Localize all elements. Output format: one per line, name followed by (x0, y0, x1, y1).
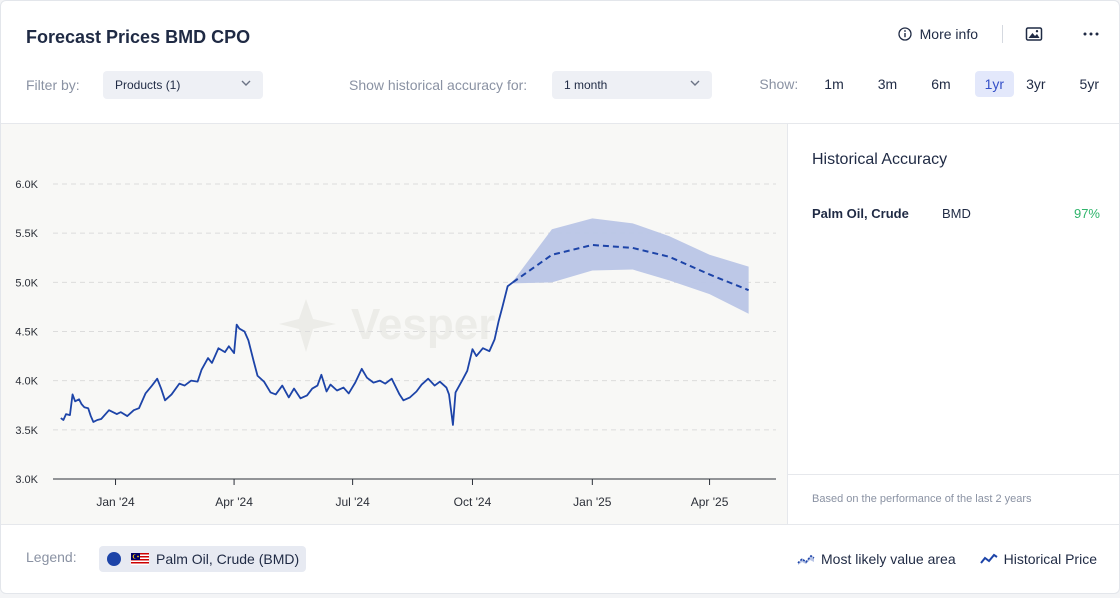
y-tick-label: 6.0K (15, 179, 38, 191)
x-tick-label: Jul '24 (335, 495, 370, 509)
forecast-line (512, 243, 750, 292)
accuracy-product: Palm Oil, Crude (812, 206, 909, 221)
more-info-button[interactable]: More info (897, 26, 978, 42)
chart-sidebar-divider (787, 124, 788, 524)
range-6m[interactable]: 6m (931, 76, 951, 92)
chart-area: Vesper 3.0K 3.5K 4.0K 4.5K 5.0K 5.5K 6.0K Jan '2… (1, 124, 787, 524)
accuracy-select[interactable]: 1 month (552, 71, 712, 99)
accuracy-exchange: BMD (942, 206, 971, 221)
more-info-label: More info (919, 26, 978, 42)
historical-accuracy-panel: Historical Accuracy Palm Oil, Crude BMD … (788, 124, 1120, 524)
legend-series-name: Palm Oil, Crude (BMD) (156, 551, 300, 567)
legend-historical-label: Historical Price (1003, 551, 1097, 567)
ellipsis-icon (1083, 32, 1099, 36)
range-selector: Show: 1m 3m 6m 1yr 3yr 5yr (759, 71, 1099, 97)
plot-background (1, 124, 787, 524)
products-select-value: Products (1) (115, 78, 181, 92)
y-tick-label: 4.5K (15, 327, 38, 339)
historical-line (60, 281, 514, 426)
x-tick-label: Oct '24 (454, 495, 492, 509)
filter-row: Filter by: Products (1) Show historical … (26, 71, 1099, 99)
chevron-down-icon (241, 80, 251, 86)
y-tick-label: 3.5K (15, 425, 38, 437)
watermark-logo-icon (279, 299, 336, 352)
y-tick-label: 5.5K (15, 228, 38, 240)
area-chart-icon (797, 554, 815, 565)
accuracy-title: Historical Accuracy (812, 151, 948, 168)
x-tick-label: Apr '25 (691, 495, 729, 509)
download-image-button[interactable] (1025, 26, 1043, 42)
header-separator (1002, 25, 1003, 43)
legend-forecast-area: Most likely value area (797, 551, 956, 567)
series-color-dot (107, 552, 121, 566)
forecast-band (512, 218, 749, 314)
range-5yr[interactable]: 5yr (1079, 76, 1099, 92)
legend-divider (1, 524, 1119, 525)
x-tick-label: Apr '24 (215, 495, 253, 509)
filter-by-label: Filter by: (26, 77, 80, 93)
header-divider (1, 123, 1119, 124)
range-1yr[interactable]: 1yr (974, 71, 1015, 97)
info-icon (897, 27, 912, 41)
y-tick-label: 4.0K (15, 376, 38, 388)
page-title: Forecast Prices BMD CPO (26, 27, 251, 47)
accuracy-footnote: Based on the performance of the last 2 y… (812, 493, 1032, 505)
more-options-button[interactable] (1083, 32, 1099, 36)
malaysia-flag-icon (131, 553, 149, 565)
legend-keys: Most likely value area Historical Price (797, 551, 1097, 567)
watermark-text: Vesper (351, 300, 495, 349)
legend-label: Legend: (26, 549, 77, 565)
accuracy-label: Show historical accuracy for: (349, 77, 528, 93)
x-tick-label: Jan '24 (96, 495, 135, 509)
legend-forecast-label: Most likely value area (821, 551, 956, 567)
products-select[interactable]: Products (1) (103, 71, 263, 99)
show-label: Show: (759, 76, 799, 92)
price-chart: Vesper 3.0K 3.5K 4.0K 4.5K 5.0K 5.5K 6.0K Jan '2… (1, 124, 787, 524)
range-1m[interactable]: 1m (824, 76, 844, 92)
y-tick-label: 5.0K (15, 277, 38, 289)
x-tick-label: Jan '25 (573, 495, 612, 509)
chevron-down-icon (690, 80, 700, 86)
header-actions: More info (897, 25, 1099, 43)
sidebar-separator (788, 474, 1120, 475)
range-3m[interactable]: 3m (877, 76, 898, 92)
range-3yr[interactable]: 3yr (1026, 76, 1046, 92)
accuracy-value: 97% (1073, 206, 1100, 221)
legend-historical: Historical Price (979, 551, 1097, 567)
y-tick-label: 3.0K (15, 474, 38, 486)
line-chart-icon (979, 553, 998, 564)
legend-series-chip[interactable]: Palm Oil, Crude (BMD) (99, 546, 307, 572)
image-icon (1025, 27, 1043, 41)
accuracy-select-value: 1 month (564, 78, 608, 92)
